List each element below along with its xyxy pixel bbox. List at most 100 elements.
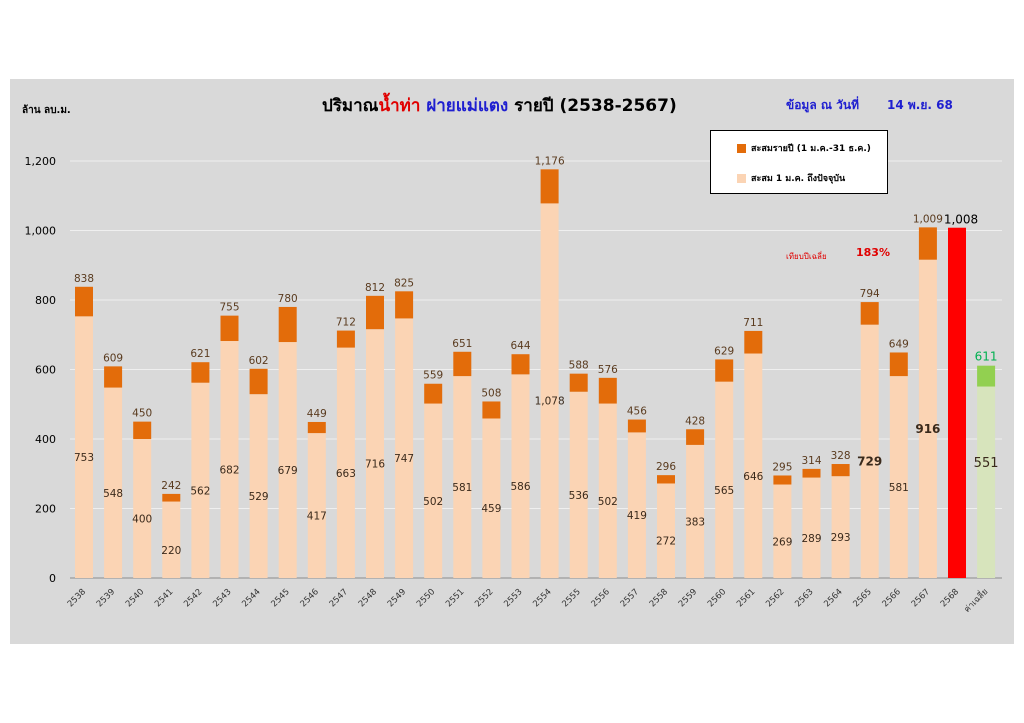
y-tick-label: 200 xyxy=(35,503,56,516)
bar-annual-remainder xyxy=(249,368,268,395)
data-label-to-date: 747 xyxy=(394,453,414,465)
bar-annual-remainder xyxy=(482,401,501,419)
legend-label-to-date: สะสม 1 ม.ค. ถึงปัจจุบัน xyxy=(751,174,846,184)
title-part-3: ฝายแม่แตง xyxy=(420,96,515,116)
data-label-to-date: 646 xyxy=(743,471,763,483)
x-tick-label: 2564 xyxy=(822,587,844,609)
bar-annual-remainder xyxy=(191,362,210,383)
bar-to-date xyxy=(540,203,559,578)
bar-to-date xyxy=(191,382,210,578)
title-part-4: รายปี (2538-2567) xyxy=(514,96,677,116)
bar-annual-remainder xyxy=(627,419,646,433)
bar-annual-remainder xyxy=(860,302,879,325)
bar-annual-remainder xyxy=(540,169,559,204)
data-label-to-date: 679 xyxy=(278,465,298,477)
data-label-to-date: 548 xyxy=(103,488,123,500)
data-label-to-date: 419 xyxy=(627,510,647,522)
bar-to-date xyxy=(627,432,646,578)
bar-annual-remainder xyxy=(657,475,675,484)
legend-item-annual: สะสมรายปี (1 ม.ค.-31 ธ.ค.) xyxy=(737,141,871,155)
data-label-annual: 712 xyxy=(336,317,356,329)
x-tick-label: 2554 xyxy=(531,587,553,609)
x-tick-label: 2566 xyxy=(881,587,903,609)
x-tick-label: 2544 xyxy=(240,587,262,609)
data-label-annual: 450 xyxy=(132,408,152,420)
bar-annual-remainder xyxy=(715,359,734,382)
legend-item-to-date: สะสม 1 ม.ค. ถึงปัจจุบัน xyxy=(737,171,845,185)
data-label-to-date: 417 xyxy=(307,511,327,523)
data-label-to-date: 272 xyxy=(656,536,676,548)
bar-annual-remainder xyxy=(889,352,908,377)
bar-to-date xyxy=(395,318,414,578)
bar-to-date xyxy=(773,484,792,578)
date-value: 14 พ.ย. 68 xyxy=(887,98,953,112)
date-label: ข้อมูล ณ วันที่ xyxy=(786,98,860,112)
data-label-to-date: 753 xyxy=(74,452,94,464)
data-label-to-date: 459 xyxy=(481,503,501,515)
x-tick-label: 2538 xyxy=(66,587,88,609)
x-tick-label: 2541 xyxy=(153,587,175,609)
data-label-annual: 780 xyxy=(278,293,298,305)
x-tick-label: 2568 xyxy=(939,587,961,609)
data-label-annual: 644 xyxy=(510,340,530,352)
bar-to-date xyxy=(686,444,705,578)
x-tick-label: 2553 xyxy=(502,587,524,609)
x-tick-label: 2560 xyxy=(706,587,728,609)
compare-percent: 183% xyxy=(856,246,890,259)
x-tick-label: 2557 xyxy=(619,587,641,609)
bar-current-year xyxy=(948,227,966,578)
data-label-to-date: 502 xyxy=(423,496,443,508)
bar-layer xyxy=(75,169,996,578)
bar-annual-remainder xyxy=(162,493,181,502)
data-label-to-date: 562 xyxy=(190,485,210,497)
bar-annual-remainder xyxy=(395,291,414,319)
x-tick-label: 2547 xyxy=(328,587,350,609)
data-label-to-date: 293 xyxy=(831,532,851,544)
bar-to-date xyxy=(278,342,297,578)
data-label-annual: 602 xyxy=(249,355,269,367)
bar-annual-remainder xyxy=(424,383,443,404)
date-info: ข้อมูล ณ วันที่ 14 พ.ย. 68 xyxy=(786,96,981,115)
bar-annual-remainder xyxy=(598,377,617,404)
data-label-annual: 649 xyxy=(889,338,909,350)
data-label-annual: 755 xyxy=(219,302,239,314)
data-label-annual: 711 xyxy=(743,317,763,329)
data-label-annual: 242 xyxy=(161,480,181,492)
bar-to-date xyxy=(831,476,850,578)
data-label-annual: 812 xyxy=(365,282,385,294)
data-label-annual: 456 xyxy=(627,406,647,418)
x-tick-label: 2567 xyxy=(910,587,932,609)
data-label-to-date: 269 xyxy=(772,536,792,548)
bar-annual-remainder xyxy=(802,468,821,478)
data-label-to-date: 529 xyxy=(249,491,269,503)
bar-annual-remainder xyxy=(75,286,93,317)
bar-to-date xyxy=(220,341,239,578)
data-label-to-date: 383 xyxy=(685,516,705,528)
data-label-to-date: 220 xyxy=(161,545,181,557)
x-tick-label: 2563 xyxy=(793,587,815,609)
x-tick-label: 2561 xyxy=(735,587,757,609)
data-label-current-year: 1,008 xyxy=(944,213,978,227)
x-tick-label: 2565 xyxy=(851,587,873,609)
bar-to-date xyxy=(860,324,879,578)
data-label-to-date: 1,078 xyxy=(535,396,565,408)
bar-to-date xyxy=(511,374,530,578)
bar-annual-remainder xyxy=(686,429,705,445)
bar-to-date xyxy=(366,329,384,578)
bar-to-date xyxy=(336,347,355,578)
bar-to-date xyxy=(889,376,908,578)
data-label-annual: 295 xyxy=(772,461,792,473)
bar-annual-remainder xyxy=(366,295,384,330)
x-tick-label: 2555 xyxy=(560,587,582,609)
bar-to-date xyxy=(249,394,268,578)
bar-annual-remainder xyxy=(773,475,792,485)
data-label-to-date: 586 xyxy=(510,481,530,493)
legend: สะสมรายปี (1 ม.ค.-31 ธ.ค.) สะสม 1 ม.ค. ถ… xyxy=(710,130,888,194)
data-label-annual: 621 xyxy=(190,348,210,360)
data-label-to-date: 716 xyxy=(365,459,385,471)
data-label-annual: 629 xyxy=(714,345,734,357)
x-tick-label: 2545 xyxy=(269,587,291,609)
data-label-to-date: 916 xyxy=(915,422,940,436)
bar-to-date xyxy=(75,316,93,578)
